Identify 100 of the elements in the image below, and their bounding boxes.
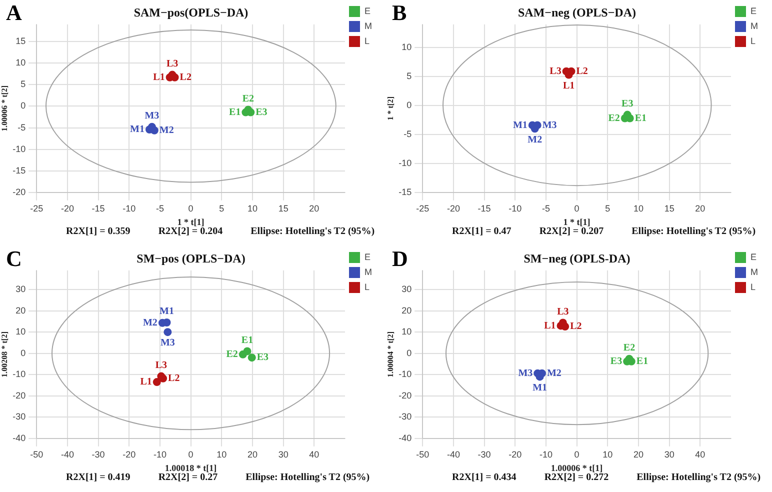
x-axis-title: 1 * t[1] bbox=[177, 216, 204, 227]
legend-label: L bbox=[364, 36, 370, 46]
y-tick-label: 10 bbox=[402, 42, 412, 52]
text: R2X[1] = 0.47 bbox=[452, 226, 512, 237]
x-tick-label: -10 bbox=[508, 203, 522, 214]
data-label: M2 bbox=[528, 134, 542, 146]
y-tick-label: -20 bbox=[12, 390, 26, 400]
x-tick-label: -25 bbox=[30, 203, 44, 214]
y-tick-label: -30 bbox=[398, 412, 412, 422]
text: R2X[2] = 0.27 bbox=[158, 472, 218, 483]
data-label: E3 bbox=[610, 356, 622, 367]
legend-label: E bbox=[364, 6, 371, 16]
x-axis-title: 1 * t[1] bbox=[563, 216, 590, 227]
x-tick-label: -20 bbox=[60, 203, 74, 214]
legend-label: L bbox=[364, 282, 370, 292]
x-tick-label: 30 bbox=[664, 449, 674, 460]
y-tick-label: -10 bbox=[12, 369, 26, 380]
x-axis-title: 1.00018 * t[1] bbox=[164, 462, 217, 473]
data-label: E1 bbox=[241, 334, 254, 346]
chart-title: SM−neg (OPLS-DA) bbox=[524, 251, 630, 266]
legend-label: M bbox=[750, 20, 758, 31]
text: Ellipse: Hotelling's T2 (95%) bbox=[250, 226, 375, 237]
x-tick-label: 0 bbox=[188, 203, 194, 214]
y-tick-label: -30 bbox=[12, 412, 26, 422]
x-tick-label: 15 bbox=[278, 203, 288, 214]
legend-label: M bbox=[750, 266, 758, 277]
y-tick-label: -5 bbox=[18, 122, 26, 132]
text: R2X[1] = 0.359 bbox=[66, 226, 130, 237]
x-tick-label: 5 bbox=[605, 203, 610, 214]
x-tick-label: 20 bbox=[695, 203, 706, 214]
point bbox=[248, 354, 256, 362]
y-tick-label: -20 bbox=[12, 186, 26, 197]
x-tick-label: -50 bbox=[30, 449, 44, 460]
y-tick-label: 5 bbox=[406, 71, 412, 82]
y-tick-label: -15 bbox=[398, 186, 412, 197]
x-tick-label: -50 bbox=[416, 449, 430, 460]
y-tick-label: 5 bbox=[20, 79, 26, 90]
data-label: M3 bbox=[518, 368, 533, 379]
text: Ellipse: Hotelling's T2 (95%) bbox=[246, 472, 370, 483]
data-label: M2 bbox=[546, 368, 562, 379]
x-tick-label: 10 bbox=[216, 449, 227, 460]
data-label: M3 bbox=[542, 120, 557, 131]
data-label: L2 bbox=[168, 373, 180, 384]
text: R2X[2] = 0.207 bbox=[539, 226, 604, 237]
y-tick-label: 30 bbox=[402, 284, 412, 294]
x-tick-label: 40 bbox=[309, 449, 320, 460]
legend-label: E bbox=[364, 252, 371, 262]
data-label: E1 bbox=[636, 356, 648, 367]
data-label: L2 bbox=[180, 72, 192, 83]
y-axis-title: 1 * t[2] bbox=[386, 96, 395, 120]
legend-label: L bbox=[750, 282, 756, 292]
chart-title: SAM−pos(OPLS−DA) bbox=[134, 5, 248, 20]
data-label: L1 bbox=[562, 80, 575, 92]
point bbox=[164, 328, 172, 336]
x-tick-label: 30 bbox=[278, 449, 288, 460]
x-tick-label: 10 bbox=[602, 449, 613, 460]
legend-label: L bbox=[750, 36, 756, 46]
x-tick-label: 40 bbox=[695, 449, 706, 460]
x-tick-label: 10 bbox=[247, 203, 258, 214]
text: B bbox=[392, 0, 407, 26]
x-tick-label: 15 bbox=[664, 203, 674, 214]
x-tick-label: 0 bbox=[574, 203, 580, 214]
y-tick-label: -10 bbox=[12, 144, 26, 154]
text: Ellipse: Hotelling's T2 (95%) bbox=[632, 226, 756, 237]
x-tick-label: -5 bbox=[542, 203, 550, 214]
y-tick-label: -10 bbox=[398, 369, 412, 380]
y-tick-label: -5 bbox=[404, 128, 412, 139]
x-tick-label: -15 bbox=[478, 203, 491, 214]
y-tick-label: 0 bbox=[20, 100, 26, 111]
data-label: E2 bbox=[226, 348, 238, 360]
x-tick-label: -20 bbox=[508, 449, 522, 460]
data-label: E2 bbox=[623, 342, 636, 354]
x-tick-label: 10 bbox=[633, 203, 644, 214]
data-label: L1 bbox=[544, 320, 556, 332]
data-label: M3 bbox=[144, 110, 160, 122]
y-axis-title: 1.00006 * t[2] bbox=[0, 85, 9, 132]
y-tick-label: -40 bbox=[398, 432, 412, 443]
y-tick-label: 10 bbox=[402, 326, 412, 337]
y-tick-label: 15 bbox=[16, 36, 26, 46]
data-label: L3 bbox=[166, 58, 178, 70]
data-label: L2 bbox=[576, 66, 588, 77]
x-tick-label: -15 bbox=[92, 203, 105, 214]
x-tick-label: 5 bbox=[219, 203, 224, 214]
data-label: L2 bbox=[570, 321, 582, 332]
y-tick-label: 10 bbox=[16, 58, 26, 68]
x-tick-label: -30 bbox=[478, 449, 491, 460]
x-axis-title: 1.00006 * t[1] bbox=[550, 462, 603, 473]
x-tick-label: -10 bbox=[153, 449, 166, 460]
data-label: M1 bbox=[512, 120, 528, 131]
data-label: M1 bbox=[130, 124, 144, 136]
x-tick-label: 0 bbox=[188, 449, 194, 460]
text: D bbox=[392, 246, 408, 272]
data-label: E2 bbox=[608, 112, 620, 124]
data-label: M3 bbox=[160, 338, 175, 349]
y-tick-label: -10 bbox=[398, 158, 412, 168]
legend-label: M bbox=[364, 20, 372, 31]
x-tick-label: 20 bbox=[247, 449, 258, 460]
x-tick-label: -40 bbox=[446, 449, 460, 460]
data-label: E1 bbox=[634, 112, 647, 124]
y-tick-label: 20 bbox=[402, 305, 412, 316]
